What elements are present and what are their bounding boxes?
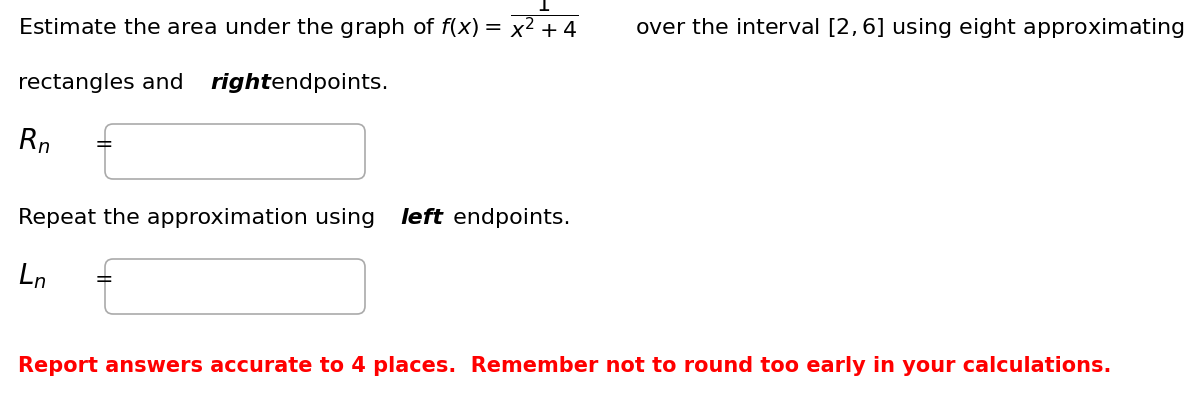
Text: $=$: $=$ — [90, 133, 113, 153]
Text: left: left — [400, 208, 443, 228]
FancyBboxPatch shape — [106, 259, 365, 314]
Text: endpoints.: endpoints. — [264, 73, 389, 93]
Text: Estimate the area under the graph of $f(x) =$: Estimate the area under the graph of $f(… — [18, 16, 502, 40]
Text: Repeat the approximation using: Repeat the approximation using — [18, 208, 383, 228]
Text: $\dfrac{1}{x^2+4}$: $\dfrac{1}{x^2+4}$ — [510, 0, 578, 40]
Text: $\mathit{L_n}$: $\mathit{L_n}$ — [18, 261, 47, 291]
Text: $=$: $=$ — [90, 268, 113, 288]
Text: $\mathit{R_n}$: $\mathit{R_n}$ — [18, 126, 50, 156]
Text: right: right — [210, 73, 271, 93]
FancyBboxPatch shape — [106, 124, 365, 179]
Text: Report answers accurate to 4 places.  Remember not to round too early in your ca: Report answers accurate to 4 places. Rem… — [18, 356, 1111, 376]
Text: over the interval $[2, 6]$ using eight approximating: over the interval $[2, 6]$ using eight a… — [635, 16, 1184, 40]
Text: rectangles and: rectangles and — [18, 73, 191, 93]
Text: endpoints.: endpoints. — [446, 208, 570, 228]
